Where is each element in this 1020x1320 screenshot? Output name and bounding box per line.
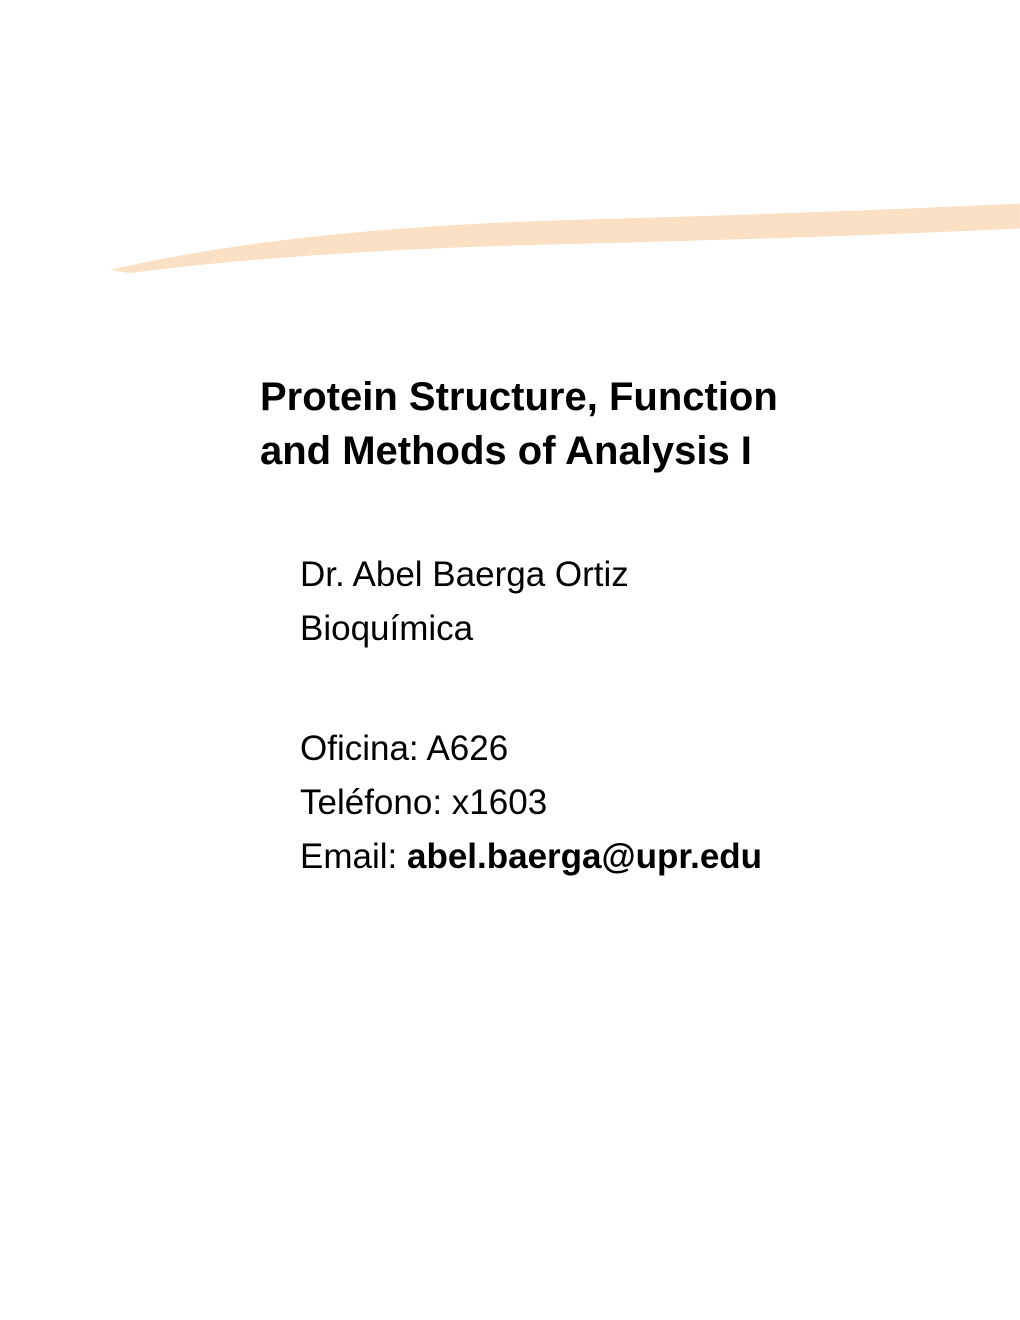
email-value: abel.baerga@upr.edu [407,837,762,876]
slide-title: Protein Structure, Function and Methods … [260,370,900,478]
office-line: Oficina: A626 [300,722,900,776]
title-line-2: and Methods of Analysis I [260,424,900,478]
presenter-block: Dr. Abel Baerga Ortiz Bioquímica [300,548,900,657]
office-label: Oficina: [300,729,419,768]
email-line: Email: abel.baerga@upr.edu [300,830,900,884]
phone-label: Teléfono: [300,783,442,822]
presentation-slide: Protein Structure, Function and Methods … [0,0,1020,1320]
contact-block: Oficina: A626 Teléfono: x1603 Email: abe… [300,722,900,885]
email-label: Email: [300,837,397,876]
presenter-department: Bioquímica [300,602,900,656]
phone-value: x1603 [452,783,547,822]
phone-line: Teléfono: x1603 [300,776,900,830]
office-value: A626 [426,729,508,768]
title-line-1: Protein Structure, Function [260,370,900,424]
slide-content: Protein Structure, Function and Methods … [260,370,900,949]
decorative-swoosh [110,200,1020,275]
presenter-name: Dr. Abel Baerga Ortiz [300,548,900,602]
